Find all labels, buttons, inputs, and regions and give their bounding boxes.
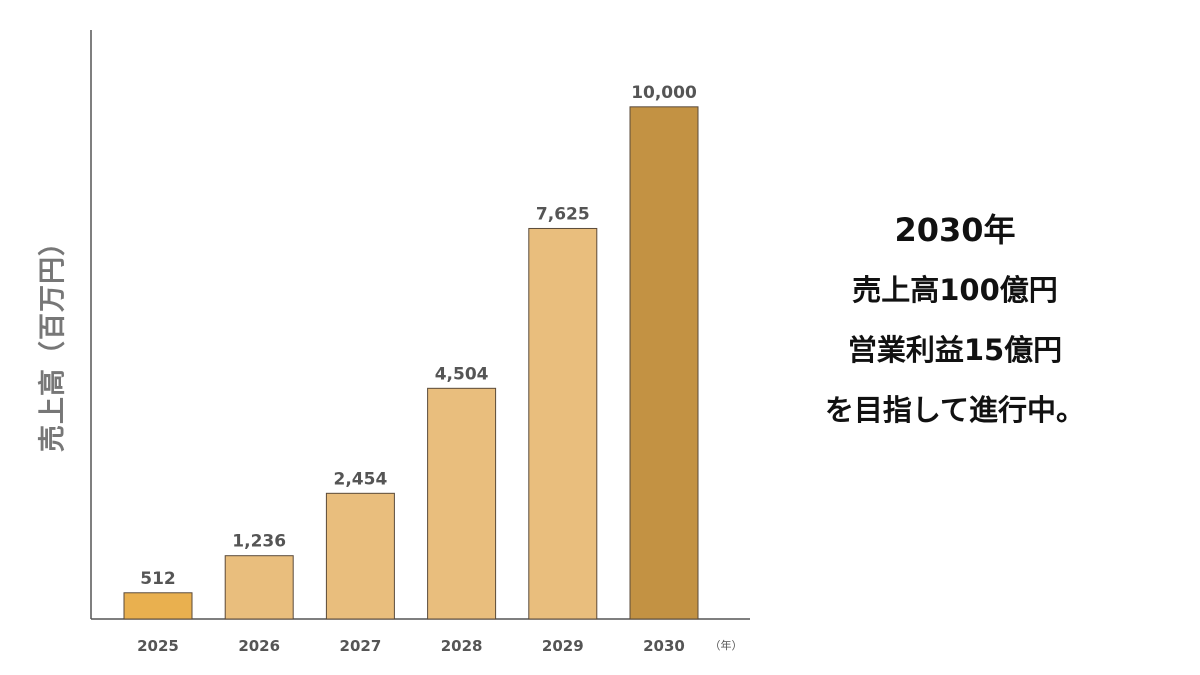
tagline-sales-goal: 売上高100億円 xyxy=(852,273,1058,307)
x-tick-label-2030: 2030 xyxy=(643,637,685,655)
bar-value-label-2026: 1,236 xyxy=(232,532,286,552)
x-tick-label-2029: 2029 xyxy=(542,637,584,655)
bar-2030 xyxy=(629,106,699,620)
bar-2028 xyxy=(427,387,497,620)
bar-2026 xyxy=(224,555,294,620)
x-axis-unit: （年） xyxy=(710,638,743,652)
bar-value-label-2030: 10,000 xyxy=(631,83,697,103)
bar-2027 xyxy=(325,492,395,620)
bar-2029 xyxy=(528,227,598,620)
x-tick-label-2026: 2026 xyxy=(238,637,280,655)
bar-value-label-2027: 2,454 xyxy=(334,469,388,489)
bar-2025 xyxy=(123,592,193,620)
x-tick-label-2028: 2028 xyxy=(441,637,483,655)
bars-group: 512 2025 1,236 2026 2,454 2027 4,504 2028 7,625 2… xyxy=(123,83,699,655)
bar-value-label-2025: 512 xyxy=(140,569,176,589)
bar-value-label-2029: 7,625 xyxy=(536,204,590,224)
bar-value-label-2028: 4,504 xyxy=(435,364,489,384)
x-tick-label-2025: 2025 xyxy=(137,637,179,655)
tagline: 2030年 売上高100億円 営業利益15億円 を目指して進行中。 xyxy=(790,200,1120,440)
x-tick-label-2027: 2027 xyxy=(340,637,382,655)
tagline-progress: を目指して進行中。 xyxy=(824,393,1086,427)
y-axis-title: 売上高（百万円） xyxy=(37,228,69,452)
tagline-year: 2030年 xyxy=(894,211,1016,249)
tagline-profit-goal: 営業利益15億円 xyxy=(847,333,1063,367)
